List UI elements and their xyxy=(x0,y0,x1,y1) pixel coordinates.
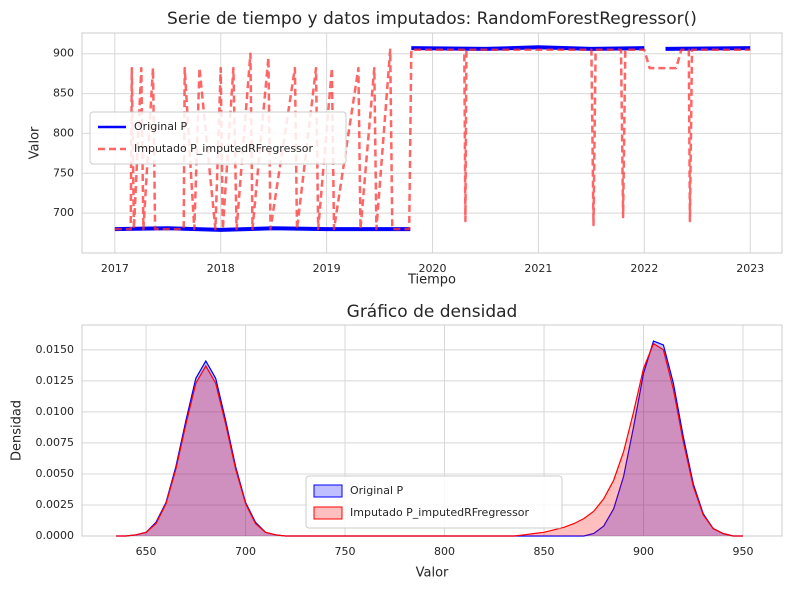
x-tick-label: 2017 xyxy=(101,262,129,275)
y-tick-label: 800 xyxy=(53,126,74,139)
y-tick-label: 0.0125 xyxy=(36,374,75,387)
x-tick-label: 2018 xyxy=(207,262,235,275)
x-tick-label: 2022 xyxy=(630,262,658,275)
x-tick-label: 700 xyxy=(235,545,256,558)
legend-box xyxy=(305,475,563,529)
x-axis-label: Tiempo xyxy=(407,273,456,288)
y-tick-label: 0.0100 xyxy=(36,405,75,418)
chart-title: Serie de tiempo y datos imputados: Rando… xyxy=(167,9,697,29)
plot-frame xyxy=(81,32,783,254)
x-tick-label: 900 xyxy=(633,545,654,558)
x-tick-label: 2023 xyxy=(736,262,764,275)
legend-label: Original P xyxy=(134,120,188,133)
density-line xyxy=(116,342,743,537)
y-axis-label: Densidad xyxy=(10,400,25,461)
x-tick-label: 2019 xyxy=(313,262,341,275)
y-tick-label: 0.0025 xyxy=(36,498,75,511)
legend-label: Original P xyxy=(350,484,404,497)
panel: 0.0000 0.0025 0.0050 0.0075 0.0100 0.0125 0.01… xyxy=(10,302,783,581)
chart-title: Gráfico de densidad xyxy=(347,302,518,322)
y-tick-label: 0.0050 xyxy=(36,467,75,480)
x-axis-label: Valor xyxy=(416,566,449,581)
legend: Original P Imputado P_imputedRFregressor xyxy=(305,475,563,529)
y-tick-label: 750 xyxy=(53,166,74,179)
x-tick-label: 2021 xyxy=(524,262,552,275)
legend-swatch xyxy=(313,484,343,498)
legend: Original P Imputado P_imputedRFregressor xyxy=(89,111,347,165)
x-tick-label: 750 xyxy=(335,545,356,558)
y-tick-label: 700 xyxy=(53,206,74,219)
y-tick-label: 0.0000 xyxy=(36,529,75,542)
y-tick-label: 0.0075 xyxy=(36,436,75,449)
panel: 700 750 800 850 900 2017 2018 2019 2020 2021 2022 2… xyxy=(28,9,783,288)
legend-swatch xyxy=(313,506,343,520)
legend-box xyxy=(89,111,347,165)
density-area xyxy=(116,341,743,536)
legend-label: Imputado P_imputedRFregressor xyxy=(350,506,530,519)
y-tick-label: 900 xyxy=(53,47,74,60)
x-tick-label: 2020 xyxy=(419,262,447,275)
x-tick-label: 850 xyxy=(534,545,555,558)
density-area xyxy=(116,343,743,536)
y-axis-label: Valor xyxy=(28,126,43,159)
y-tick-label: 0.0150 xyxy=(36,343,75,356)
legend-label: Imputado P_imputedRFregressor xyxy=(134,142,314,155)
x-tick-label: 650 xyxy=(136,545,157,558)
y-tick-label: 850 xyxy=(53,87,74,100)
x-tick-label: 800 xyxy=(434,545,455,558)
x-tick-label: 950 xyxy=(733,545,754,558)
